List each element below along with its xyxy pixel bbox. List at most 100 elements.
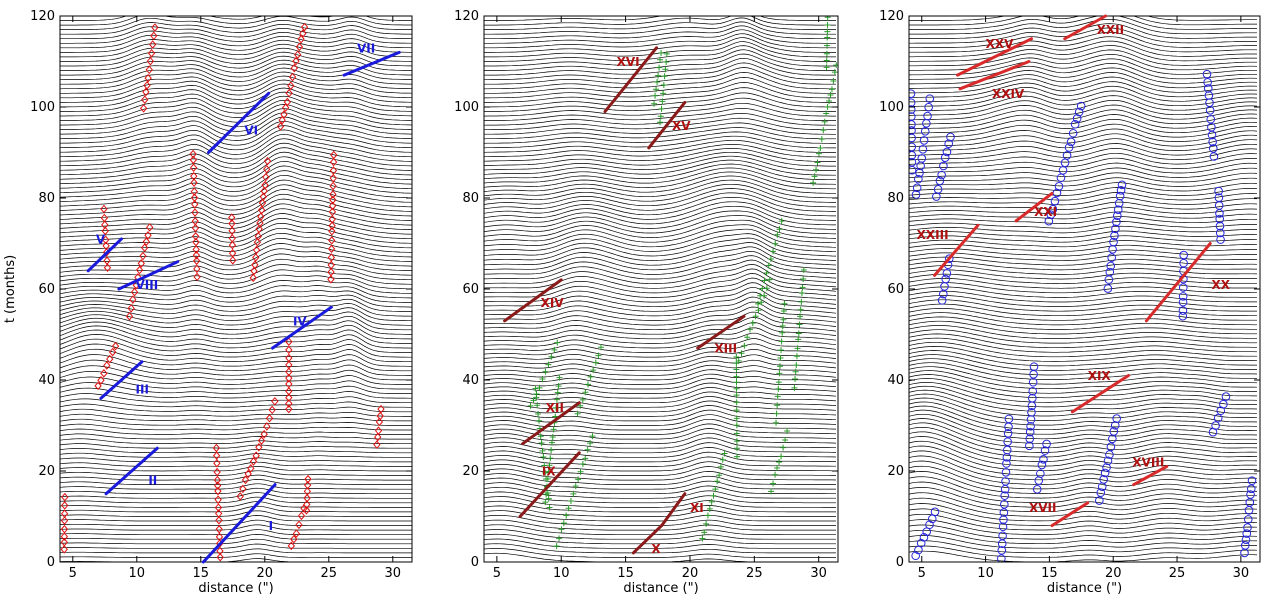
- segment-label-iii: III: [136, 383, 149, 397]
- x-tick-label: 20: [257, 566, 274, 581]
- x-axis-label: distance ("): [1047, 581, 1122, 596]
- y-tick-label: 20: [38, 464, 55, 479]
- segment-xx: [1144, 242, 1212, 323]
- x-axis-label: distance ("): [623, 581, 698, 596]
- x-tick-label: 20: [682, 566, 699, 581]
- y-tick-label: 120: [454, 9, 479, 24]
- segment-ix: [518, 451, 581, 518]
- y-tick-label: 0: [47, 555, 55, 570]
- segment-label-x: X: [651, 542, 661, 556]
- segment-label-xix: XIX: [1088, 369, 1112, 383]
- segment-ii: [104, 446, 159, 496]
- segment-iv: [270, 305, 333, 350]
- y-tick-label: 60: [887, 282, 904, 297]
- y-tick-label: 80: [38, 191, 55, 206]
- y-axis-label: t (months): [3, 255, 18, 323]
- segment-xi: [660, 492, 687, 528]
- y-tick-label: 100: [30, 100, 55, 115]
- y-tick-label: 0: [471, 555, 479, 570]
- x-tick-label: 30: [1233, 566, 1250, 581]
- y-tick-label: 80: [887, 191, 904, 206]
- panel-left: 5 10 15 20 25 30 0 20 40 60 80 100 120 distance (") t …: [3, 9, 413, 596]
- segment-label-vi: VI: [244, 123, 258, 137]
- y-tick-label: 40: [462, 373, 479, 388]
- segment-xxi: [1014, 191, 1054, 223]
- segment-label-xvii: XVII: [1029, 501, 1056, 515]
- profile-curves: [909, 16, 1258, 562]
- y-tick-label: 60: [38, 282, 55, 297]
- x-tick-label: 5: [69, 566, 77, 581]
- segment-xxv: [956, 37, 1034, 77]
- panel-middle: 5 10 15 20 25 30 0 20 40 60 80 100 120 distance (") IX…: [454, 9, 839, 596]
- x-tick-label: 10: [553, 566, 570, 581]
- x-tick-label: 30: [385, 566, 402, 581]
- segment-vii: [342, 50, 401, 77]
- segment-xix: [1070, 373, 1131, 414]
- x-tick-label: 15: [617, 566, 634, 581]
- profile-curves: [60, 16, 412, 562]
- y-tick-label: 100: [879, 100, 904, 115]
- y-tick-label: 20: [462, 464, 479, 479]
- segment-label-xi: XI: [690, 501, 704, 515]
- y-tick-label: 100: [454, 100, 479, 115]
- segment-label-viii: VIII: [136, 278, 159, 292]
- segment-label-ii: II: [148, 474, 157, 488]
- segment-xvii: [1050, 501, 1090, 528]
- segment-iii: [99, 360, 144, 400]
- segment-label-xxi: XXI: [1034, 205, 1057, 219]
- segment-x: [631, 524, 664, 555]
- segment-i: [201, 483, 277, 564]
- x-tick-label: 5: [493, 566, 501, 581]
- segment-label-xv: XV: [672, 119, 691, 133]
- x-tick-label: 25: [1169, 566, 1186, 581]
- y-tick-label: 20: [887, 464, 904, 479]
- segment-xiii: [696, 314, 746, 350]
- x-tick-label: 25: [746, 566, 763, 581]
- segment-label-xiii: XIII: [714, 342, 737, 356]
- segment-xv: [647, 100, 687, 150]
- y-tick-label: 60: [462, 282, 479, 297]
- segment-label-i: I: [269, 519, 273, 533]
- x-tick-label: 20: [1105, 566, 1122, 581]
- segment-v: [86, 237, 123, 273]
- segment-xvi: [603, 46, 658, 114]
- marker-tracks: [527, 16, 838, 550]
- segment-label-iv: IV: [293, 314, 307, 328]
- x-tick-label: 5: [918, 566, 926, 581]
- segment-label-xxiv: XXIV: [992, 87, 1025, 101]
- x-tick-label: 15: [1041, 566, 1058, 581]
- segment-label-xvi: XVI: [617, 55, 640, 69]
- segment-label-xxv: XXV: [986, 37, 1015, 51]
- segment-label-v: V: [96, 233, 106, 247]
- x-tick-label: 10: [129, 566, 146, 581]
- segment-label-vii: VII: [357, 41, 375, 55]
- segment-xxiv: [958, 60, 1031, 91]
- segment-label-xiv: XIV: [541, 296, 565, 310]
- segment-label-xviii: XVIII: [1132, 455, 1164, 469]
- x-axis-label: distance ("): [198, 581, 273, 596]
- segment-label-xxiii: XXIII: [917, 228, 949, 242]
- segment-xxiii: [933, 223, 980, 277]
- segment-label-xii: XII: [546, 401, 564, 415]
- x-tick-label: 25: [321, 566, 338, 581]
- segment-label-xx: XX: [1211, 278, 1230, 292]
- x-tick-label: 10: [977, 566, 994, 581]
- y-tick-label: 80: [462, 191, 479, 206]
- y-tick-label: 0: [896, 555, 904, 570]
- segment-label-xxii: XXII: [1097, 23, 1124, 37]
- x-tick-label: 30: [810, 566, 827, 581]
- segment-label-ix: IX: [542, 465, 556, 479]
- panel-right: 5 10 15 20 25 30 0 20 40 60 80 100 120 distance (") XV…: [879, 9, 1261, 596]
- segment-xii: [521, 401, 581, 446]
- y-tick-label: 120: [30, 9, 55, 24]
- y-tick-label: 40: [887, 373, 904, 388]
- plot-frame: [908, 15, 1261, 563]
- y-tick-label: 120: [879, 9, 904, 24]
- segment-xviii: [1132, 464, 1169, 487]
- segment-xiv: [503, 278, 563, 323]
- segment-vi: [206, 91, 271, 154]
- x-tick-label: 15: [193, 566, 210, 581]
- segment-xxii: [1063, 14, 1108, 41]
- marker-tracks: [909, 69, 1257, 562]
